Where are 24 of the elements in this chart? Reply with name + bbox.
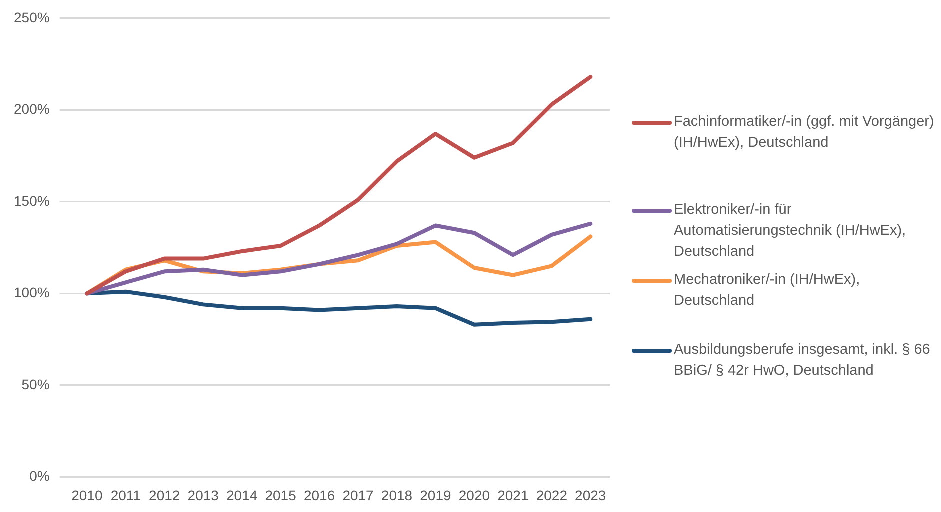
y-tick-label: 0% [30, 468, 50, 484]
x-tick-label: 2010 [72, 487, 103, 504]
x-tick-label: 2012 [149, 487, 180, 504]
y-tick-label: 250% [14, 9, 50, 26]
y-tick-label: 100% [14, 284, 50, 301]
x-tick-label: 2013 [188, 487, 220, 504]
x-tick-label: 2019 [420, 487, 452, 504]
legend-label: Elektroniker/-in für Automatisierungstechnik (IH/HwEx), Deutschland [674, 201, 908, 262]
x-tick-label: 2021 [498, 487, 529, 504]
y-tick-label: 150% [14, 192, 50, 209]
y-tick-label: 200% [14, 101, 50, 118]
x-tick-label: 2015 [265, 487, 297, 504]
x-tick-label: 2018 [381, 487, 413, 504]
x-tick-label: 2016 [304, 487, 336, 504]
legend-label: Fachinformatiker/-in (ggf. mit Vorgänger) (IH/HwEx), Deutschland [674, 113, 936, 153]
x-tick-label: 2020 [458, 487, 490, 504]
x-tick-label: 2011 [110, 487, 142, 504]
x-tick-label: 2014 [226, 487, 258, 504]
x-tick-label: 2017 [342, 487, 374, 504]
legend-label: Ausbildungsberufe insgesamt, inkl. § 66 BBiG/ § 42r HwO, Deutschland [674, 341, 932, 381]
x-tick-label: 2023 [575, 487, 606, 504]
x-tick-label: 2022 [536, 487, 568, 504]
y-tick-label: 50% [22, 376, 50, 392]
legend-label: Mechatroniker/-in (IH/HwEx), Deutschland [674, 271, 862, 311]
